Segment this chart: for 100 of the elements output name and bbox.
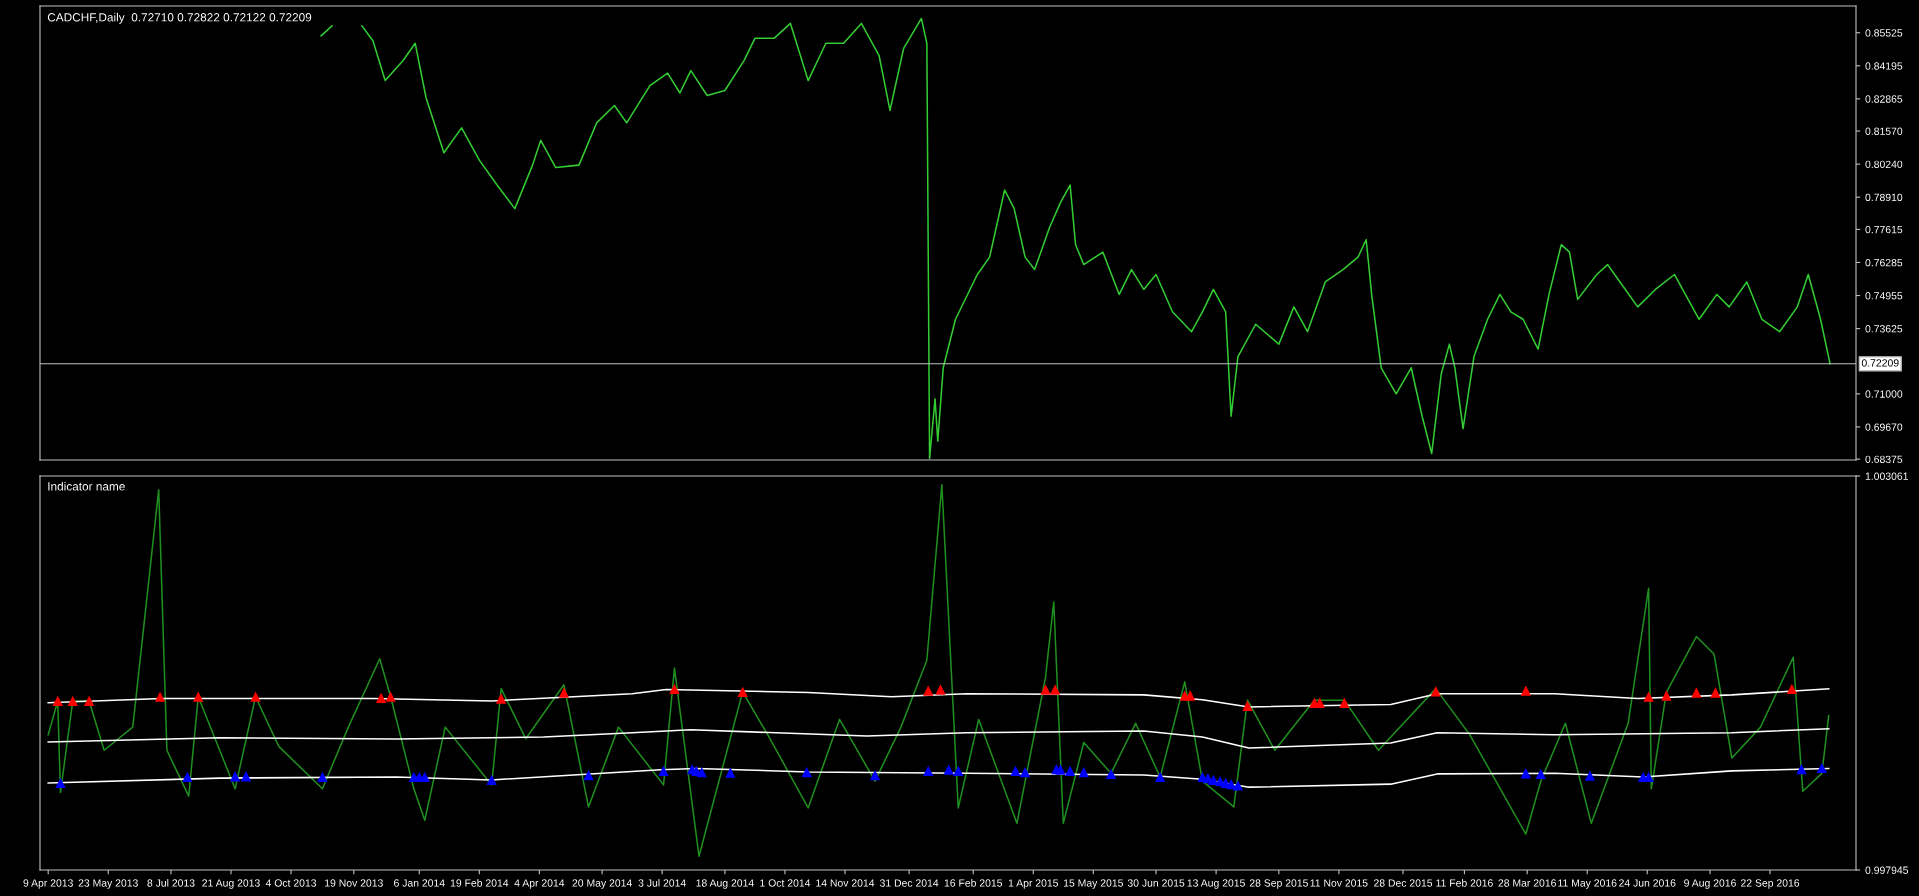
x-tick-label: 13 Aug 2015 — [1187, 879, 1245, 889]
point — [1185, 690, 1196, 701]
point — [1040, 684, 1051, 695]
y-tick-label: 1.003061 — [1865, 472, 1908, 480]
line-series — [47, 727, 1830, 749]
point — [67, 695, 78, 707]
y-tick-label: 0.73625 — [1865, 325, 1903, 333]
point — [1078, 766, 1089, 778]
point — [375, 692, 387, 704]
point — [83, 695, 95, 707]
y-tick-label: 0.84195 — [1865, 62, 1903, 70]
point — [923, 765, 934, 777]
x-tick-label: 6 Jan 2014 — [394, 879, 445, 887]
x-tick-label: 28 Dec 2015 — [1374, 879, 1433, 887]
y-tick-label: 0.82865 — [1865, 95, 1903, 103]
point — [1691, 687, 1702, 698]
x-tick-label: 19 Nov 2013 — [325, 879, 383, 887]
point — [486, 774, 497, 786]
point — [1710, 687, 1721, 698]
point — [725, 767, 736, 778]
point — [801, 766, 812, 778]
point — [1816, 762, 1828, 774]
x-tick-label: 28 Mar 2016 — [1498, 879, 1556, 887]
y-tick-label: 0.71000 — [1865, 390, 1903, 398]
point — [1010, 765, 1021, 777]
x-tick-label: 1 Oct 2014 — [760, 879, 811, 887]
point — [1584, 770, 1596, 781]
point — [55, 777, 66, 789]
x-tick-label: 23 May 2013 — [78, 879, 138, 889]
x-tick-label: 11 Nov 2015 — [1310, 879, 1368, 887]
x-tick-label: 14 Nov 2014 — [816, 879, 875, 887]
x-tick-label: 11 Feb 2016 — [1436, 879, 1493, 887]
point — [1535, 768, 1546, 780]
point — [182, 771, 193, 783]
point — [869, 769, 881, 781]
point — [229, 771, 241, 782]
point — [1242, 700, 1253, 711]
y-tick-label: 0.76285 — [1865, 258, 1903, 267]
point — [1796, 763, 1807, 775]
x-tick-label: 30 Jun 2015 — [1127, 879, 1185, 887]
x-tick-label: 9 Aug 2016 — [1684, 879, 1736, 889]
x-tick-label: 3 Jul 2014 — [638, 879, 686, 887]
y-tick-label: 0.69670 — [1865, 423, 1903, 431]
point — [583, 769, 594, 781]
point — [1155, 771, 1166, 783]
point — [496, 693, 507, 704]
point — [1055, 764, 1066, 775]
point — [154, 691, 166, 702]
y-tick-label: 0.85525 — [1865, 29, 1903, 37]
point — [385, 691, 396, 702]
point — [1339, 697, 1350, 708]
y-tick-label: 0.997945 — [1865, 866, 1909, 874]
x-tick-label: 4 Oct 2013 — [265, 879, 317, 887]
x-tick-label: 16 Feb 2015 — [944, 879, 1003, 887]
point — [658, 765, 669, 777]
point — [923, 685, 934, 696]
x-tick-label: 20 May 2014 — [572, 879, 632, 889]
y-tick-label: 0.74955 — [1865, 292, 1903, 300]
chart-title: Indicator name — [48, 481, 125, 491]
point — [240, 771, 252, 782]
x-tick-label: 22 Sep 2016 — [1741, 879, 1800, 889]
x-tick-label: 19 Feb 2014 — [450, 879, 509, 887]
point — [52, 695, 63, 707]
y-tick-label: 0.78910 — [1865, 193, 1903, 202]
ref-line-label: 0.72209 — [1861, 359, 1899, 367]
point — [558, 687, 570, 698]
point — [250, 691, 261, 702]
x-tick-label: 1 Apr 2015 — [1008, 879, 1059, 889]
x-tick-label: 4 Apr 2014 — [514, 879, 565, 889]
point — [696, 766, 707, 778]
y-tick-label: 0.81570 — [1865, 127, 1903, 135]
point — [1661, 690, 1672, 701]
x-tick-label: 24 Jun 2016 — [1619, 879, 1676, 887]
point — [669, 683, 680, 695]
x-tick-label: 15 May 2015 — [1063, 879, 1123, 889]
point — [943, 764, 954, 775]
point — [1786, 683, 1798, 695]
point — [1049, 684, 1061, 695]
point — [935, 684, 946, 695]
x-tick-label: 11 May 2016 — [1558, 879, 1617, 889]
point — [737, 686, 748, 698]
point — [317, 771, 328, 783]
point — [1520, 685, 1531, 696]
point — [953, 765, 964, 777]
text: CADCHF,Daily 0.72710 0.72822 0.72122 0.72209 — [47, 12, 312, 24]
point — [1643, 691, 1654, 702]
x-tick-label: 18 Aug 2014 — [696, 879, 754, 889]
y-tick-label: 0.80240 — [1865, 160, 1903, 169]
x-tick-label: 9 Apr 2013 — [23, 879, 73, 889]
x-tick-label: 21 Aug 2013 — [202, 879, 260, 889]
point — [1019, 766, 1031, 778]
x-tick-label: 8 Jul 2013 — [147, 879, 195, 887]
x-tick-label: 31 Dec 2014 — [879, 879, 939, 887]
point — [193, 691, 204, 702]
line-series — [47, 484, 1830, 857]
point — [1105, 768, 1117, 780]
point — [1232, 780, 1244, 791]
x-tick-label: 28 Sep 2015 — [1249, 879, 1308, 889]
point — [1064, 765, 1076, 777]
y-tick-label: 0.68375 — [1865, 455, 1903, 464]
